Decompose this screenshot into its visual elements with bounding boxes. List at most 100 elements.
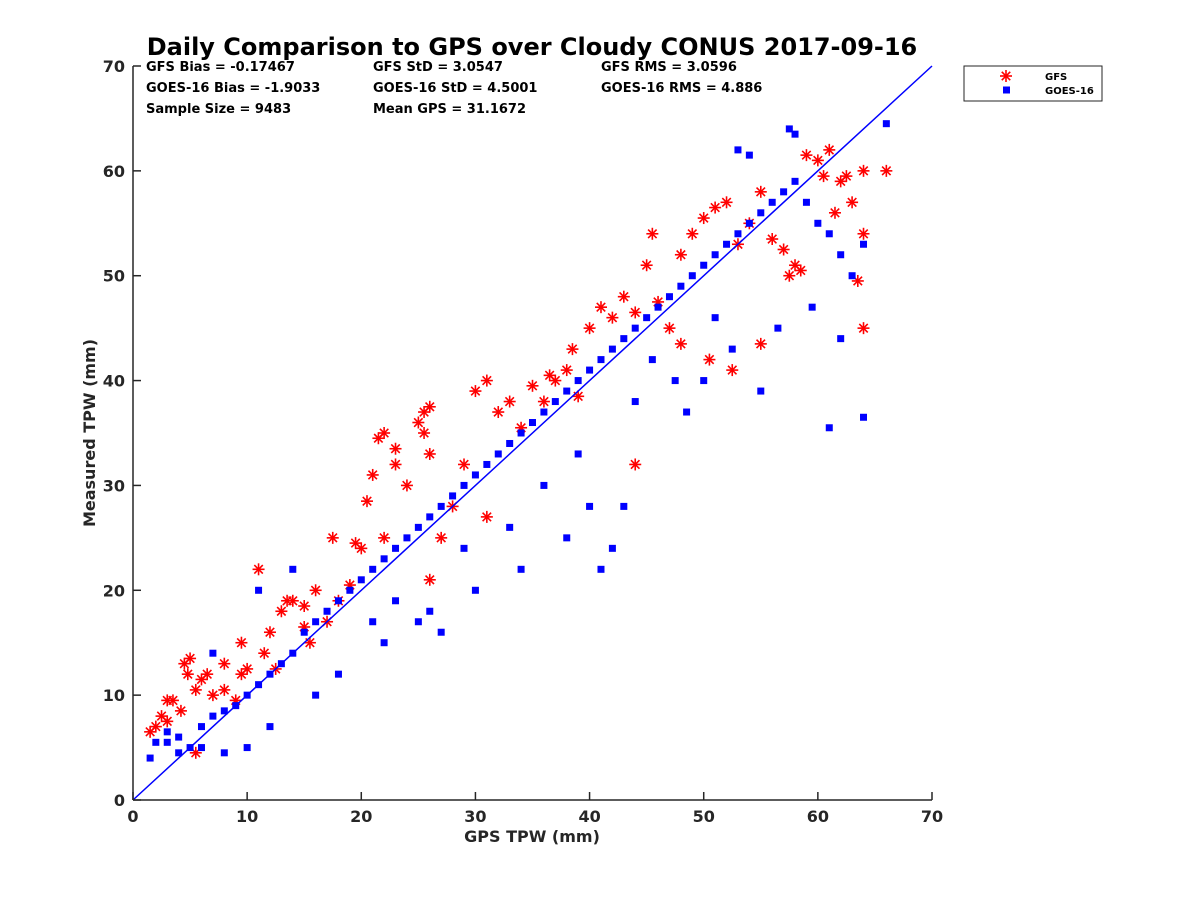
- goes16-point: [334, 670, 342, 678]
- x-tick-label: 30: [464, 807, 486, 826]
- goes16-point: [711, 251, 719, 259]
- x-tick-label: 0: [127, 807, 138, 826]
- goes16-point: [517, 429, 525, 437]
- goes16-point: [312, 618, 320, 626]
- goes16-point: [671, 377, 679, 385]
- stat-text: GOES-16 Bias = -1.9033: [146, 81, 320, 96]
- gfs-point: [537, 395, 550, 408]
- gfs-point: [720, 196, 733, 209]
- goes16-point: [255, 586, 263, 594]
- goes16-point: [197, 723, 205, 731]
- legend: GFS GOES-16: [963, 65, 1103, 102]
- goes16-point: [220, 749, 228, 757]
- goes16-point: [266, 723, 274, 731]
- y-tick-label: 70: [103, 57, 125, 76]
- goes16-point: [175, 733, 183, 741]
- gfs-point: [389, 442, 402, 455]
- goes16-point: [334, 597, 342, 605]
- goes16-point: [802, 198, 810, 206]
- gfs-point: [560, 364, 573, 377]
- goes16-point: [563, 534, 571, 542]
- gfs-point: [235, 636, 248, 649]
- gfs-point: [178, 657, 191, 670]
- goes16-point: [848, 272, 856, 280]
- axes: [132, 66, 932, 801]
- y-tick-label: 60: [103, 162, 125, 181]
- stat-text: GOES-16 RMS = 4.886: [601, 81, 762, 96]
- goes16-point: [665, 293, 673, 301]
- goes16-point: [369, 565, 377, 573]
- stat-text: GFS StD = 3.0547: [373, 60, 503, 75]
- chart-title: Daily Comparison to GPS over Cloudy CONU…: [147, 33, 918, 61]
- gfs-point: [435, 531, 448, 544]
- goes16-point: [540, 481, 548, 489]
- y-tick-label: 20: [103, 581, 125, 600]
- goes16-point: [323, 607, 331, 615]
- goes16-point: [506, 439, 514, 447]
- gfs-point: [777, 243, 790, 256]
- goes16-point: [643, 314, 651, 322]
- gfs-point: [817, 170, 830, 183]
- gfs-point: [783, 269, 796, 282]
- y-tick-label: 30: [103, 476, 125, 495]
- goes16-point: [677, 282, 685, 290]
- gfs-point: [800, 149, 813, 162]
- goes16-point: [460, 544, 468, 552]
- stat-text: GFS Bias = -0.17467: [146, 60, 295, 75]
- goes16-point: [745, 219, 753, 227]
- goes16-point: [808, 303, 816, 311]
- goes16-point: [163, 728, 171, 736]
- goes16-point: [540, 408, 548, 416]
- goes16-point: [825, 424, 833, 432]
- goes16-point: [837, 251, 845, 259]
- goes16-point: [152, 738, 160, 746]
- gfs-point: [355, 542, 368, 555]
- goes16-point: [209, 712, 217, 720]
- gfs-point: [218, 683, 231, 696]
- gfs-point: [281, 594, 294, 607]
- gfs-point: [235, 668, 248, 681]
- goes16-point: [414, 523, 422, 531]
- gfs-point: [686, 227, 699, 240]
- gfs-point: [503, 395, 516, 408]
- gfs-point: [469, 385, 482, 398]
- gfs-point: [218, 657, 231, 670]
- gfs-point: [412, 416, 425, 429]
- gfs-point: [366, 468, 379, 481]
- goes16-point: [723, 240, 731, 248]
- gfs-point: [201, 668, 214, 681]
- goes16-point: [551, 398, 559, 406]
- gfs-point: [326, 531, 339, 544]
- goes16-point: [449, 492, 457, 500]
- legend-box: [963, 65, 1103, 102]
- gfs-point: [389, 458, 402, 471]
- gfs-point: [697, 212, 710, 225]
- goes16-point: [631, 398, 639, 406]
- gfs-point: [794, 264, 807, 277]
- legend-goes16-label: GOES-16: [1045, 86, 1094, 97]
- goes16-point: [620, 335, 628, 343]
- gfs-point: [674, 248, 687, 261]
- stats-annotations: GFS Bias = -0.17467 GFS StD = 3.0547 GFS R…: [146, 60, 762, 117]
- stat-text: Mean GPS = 31.1672: [373, 102, 526, 117]
- goes16-point: [357, 576, 365, 584]
- goes16-point: [289, 565, 297, 573]
- goes16-point: [734, 146, 742, 154]
- goes16-point: [346, 586, 354, 594]
- gfs-point: [378, 531, 391, 544]
- stat-text: GFS RMS = 3.0596: [601, 60, 737, 75]
- goes16-point: [483, 460, 491, 468]
- gfs-point: [754, 337, 767, 350]
- goes16-point: [312, 691, 320, 699]
- goes16-point: [654, 303, 662, 311]
- legend-gfs-marker: [1000, 70, 1012, 82]
- goes16-point: [700, 377, 708, 385]
- legend-goes16-marker: [1003, 86, 1010, 94]
- gfs-point: [161, 715, 174, 728]
- goes16-point: [648, 356, 656, 364]
- goes16-point: [825, 230, 833, 238]
- goes16-point: [243, 744, 251, 752]
- goes16-point: [688, 272, 696, 280]
- goes16-point: [163, 738, 171, 746]
- x-tick-label: 10: [236, 807, 258, 826]
